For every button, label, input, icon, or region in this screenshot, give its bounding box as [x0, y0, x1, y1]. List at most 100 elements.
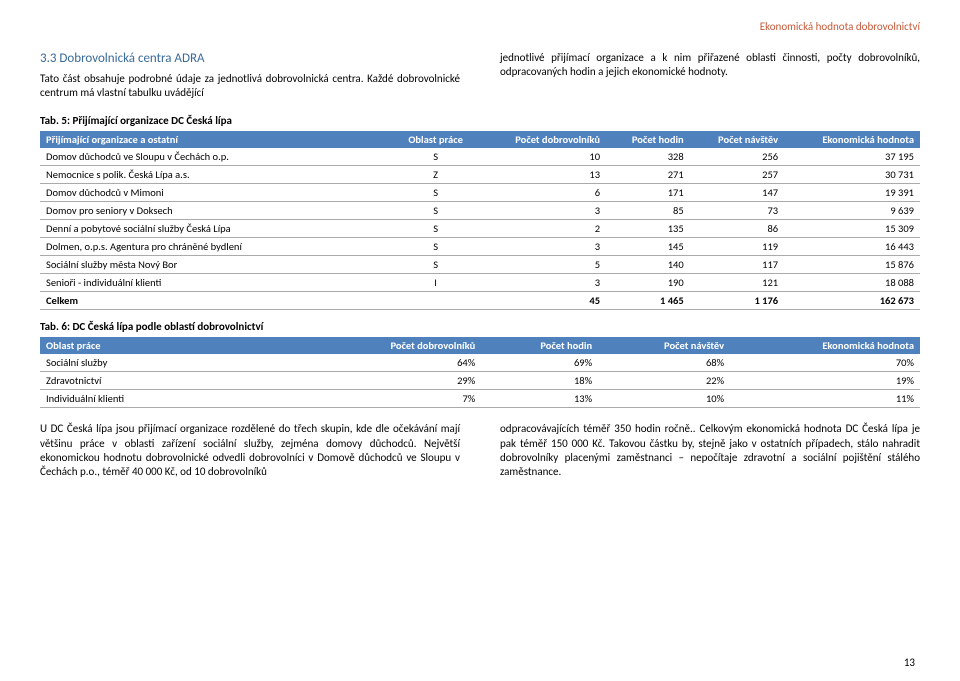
tab5-h3: Počet hodin [606, 131, 690, 148]
cell: 29% [304, 372, 481, 390]
cell: 16 443 [784, 238, 920, 256]
cell: Z [392, 166, 479, 184]
cell: 1 465 [606, 292, 690, 310]
cell: Domov důchodců ve Sloupu v Čechách o.p. [40, 148, 392, 166]
cell: Sociální služby [40, 354, 304, 372]
cell: 18% [481, 372, 598, 390]
cell: S [392, 238, 479, 256]
cell: S [392, 148, 479, 166]
table-row: Domov důchodců v MimoniS617114719 391 [40, 184, 920, 202]
cell: 18 088 [784, 274, 920, 292]
cell: Sociální služby města Nový Bor [40, 256, 392, 274]
cell: Zdravotnictví [40, 372, 304, 390]
cell: 271 [606, 166, 690, 184]
cell: 86 [690, 220, 784, 238]
cell: 328 [606, 148, 690, 166]
cell: I [392, 274, 479, 292]
cell: 2 [479, 220, 606, 238]
cell: 135 [606, 220, 690, 238]
cell: 10% [598, 390, 730, 408]
cell: Individuální klienti [40, 390, 304, 408]
cell: 15 309 [784, 220, 920, 238]
intro-right-text: jednotlivé přijímací organizace a k nim … [500, 51, 920, 78]
cell: 64% [304, 354, 481, 372]
tab5-caption: Tab. 5: Přijímající organizace DC Česká … [40, 114, 920, 127]
cell: 68% [598, 354, 730, 372]
cell: 10 [479, 148, 606, 166]
table-row: Zdravotnictví29%18%22%19% [40, 372, 920, 390]
tab5-h1: Oblast práce [392, 131, 479, 148]
cell: Denní a pobytové sociální služby Česká L… [40, 220, 392, 238]
cell: 9 639 [784, 202, 920, 220]
cell: S [392, 256, 479, 274]
cell: 6 [479, 184, 606, 202]
tab5-h0: Přijímající organizace a ostatní [40, 131, 392, 148]
cell: 30 731 [784, 166, 920, 184]
table-row: Domov důchodců ve Sloupu v Čechách o.p.S… [40, 148, 920, 166]
tab6-h2: Počet hodin [481, 337, 598, 354]
tab5-table: Přijímající organizace a ostatní Oblast … [40, 131, 920, 310]
running-header: Ekonomická hodnota dobrovolnictví [40, 20, 920, 33]
cell: 257 [690, 166, 784, 184]
cell: 11% [730, 390, 920, 408]
tab5-h5: Ekonomická hodnota [784, 131, 920, 148]
cell: 1 176 [690, 292, 784, 310]
table-row: Individuální klienti7%13%10%11% [40, 390, 920, 408]
cell: 19 391 [784, 184, 920, 202]
cell: 5 [479, 256, 606, 274]
cell: Senioři - individuální klienti [40, 274, 392, 292]
cell: 85 [606, 202, 690, 220]
cell: 3 [479, 202, 606, 220]
body-right-col: odpracovávajících téměř 350 hodin ročně.… [500, 422, 920, 479]
cell: 3 [479, 274, 606, 292]
cell: 13% [481, 390, 598, 408]
tab6-header-row: Oblast práce Počet dobrovolníků Počet ho… [40, 337, 920, 354]
cell: 171 [606, 184, 690, 202]
cell: Nemocnice s polik. Česká Lípa a.s. [40, 166, 392, 184]
cell [392, 292, 479, 310]
table-row: Nemocnice s polik. Česká Lípa a.s.Z13271… [40, 166, 920, 184]
cell: 22% [598, 372, 730, 390]
cell: 145 [606, 238, 690, 256]
table-row: Domov pro seniory v DoksechS385739 639 [40, 202, 920, 220]
cell: 15 876 [784, 256, 920, 274]
intro-left-text: Tato část obsahuje podrobné údaje za jed… [40, 72, 460, 99]
cell: Domov důchodců v Mimoni [40, 184, 392, 202]
table-total-row: Celkem 451 4651 176162 673 [40, 292, 920, 310]
intro-columns: 3.3 Dobrovolnická centra ADRA Tato část … [40, 51, 920, 100]
cell: 45 [479, 292, 606, 310]
table-row: Sociální služby64%69%68%70% [40, 354, 920, 372]
body-columns: U DC Česká lípa jsou přijímací organizac… [40, 422, 920, 479]
page-number: 13 [904, 656, 915, 669]
cell: 119 [690, 238, 784, 256]
cell: 19% [730, 372, 920, 390]
cell: 256 [690, 148, 784, 166]
table-row: Denní a pobytové sociální služby Česká L… [40, 220, 920, 238]
cell: 37 195 [784, 148, 920, 166]
cell: 3 [479, 238, 606, 256]
cell: 117 [690, 256, 784, 274]
tab6-h0: Oblast práce [40, 337, 304, 354]
cell: 190 [606, 274, 690, 292]
tab5-h2: Počet dobrovolníků [479, 131, 606, 148]
table-row: Senioři - individuální klientiI319012118… [40, 274, 920, 292]
tab5-h4: Počet návštěv [690, 131, 784, 148]
tab6-caption: Tab. 6: DC Česká lípa podle oblastí dobr… [40, 320, 920, 333]
intro-right-col: jednotlivé přijímací organizace a k nim … [500, 51, 920, 100]
intro-left-col: 3.3 Dobrovolnická centra ADRA Tato část … [40, 51, 460, 100]
tab6-h1: Počet dobrovolníků [304, 337, 481, 354]
cell: 162 673 [784, 292, 920, 310]
cell: Celkem [40, 292, 392, 310]
cell: Dolmen, o.p.s. Agentura pro chráněné byd… [40, 238, 392, 256]
cell: 13 [479, 166, 606, 184]
tab6-h4: Ekonomická hodnota [730, 337, 920, 354]
cell: 7% [304, 390, 481, 408]
cell: 147 [690, 184, 784, 202]
cell: 121 [690, 274, 784, 292]
cell: S [392, 220, 479, 238]
cell: 73 [690, 202, 784, 220]
cell: 140 [606, 256, 690, 274]
tab6-table: Oblast práce Počet dobrovolníků Počet ho… [40, 337, 920, 408]
cell: S [392, 184, 479, 202]
tab5-header-row: Přijímající organizace a ostatní Oblast … [40, 131, 920, 148]
